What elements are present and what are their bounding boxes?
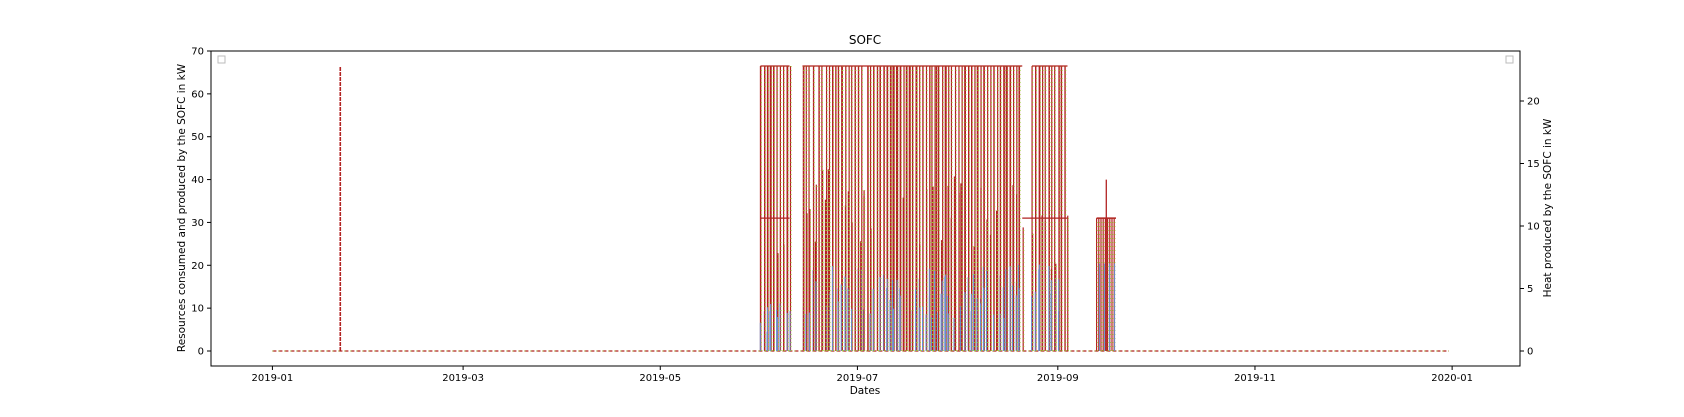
y-tick-label-left: 10 xyxy=(191,304,204,315)
x-tick-label: 2019-01 xyxy=(252,373,294,384)
data-marks xyxy=(272,65,1449,352)
y-tick-label-right: 0 xyxy=(1527,347,1533,358)
x-tick-label: 2019-05 xyxy=(639,373,681,384)
y-tick-label-right: 5 xyxy=(1527,284,1533,295)
y-tick-label-right: 10 xyxy=(1527,222,1540,233)
legend-box-right xyxy=(1505,55,1514,64)
y-tick-label-left: 0 xyxy=(198,347,204,358)
y-axis-title-left: Resources consumed and produced by the S… xyxy=(176,63,188,352)
y-tick-label-left: 40 xyxy=(191,175,204,186)
x-tick-label: 2019-03 xyxy=(442,373,484,384)
x-axis-title: Dates xyxy=(850,385,881,397)
y-axis-title-right: Heat produced by the SOFC in kW xyxy=(1542,118,1554,297)
y-tick-label-left: 70 xyxy=(191,47,204,58)
y-tick-label-left: 30 xyxy=(191,218,204,229)
y-tick-label-left: 50 xyxy=(191,132,204,143)
legend-box-left xyxy=(217,55,226,64)
x-tick-label: 2020-01 xyxy=(1431,373,1473,384)
x-tick-label: 2019-09 xyxy=(1037,373,1079,384)
x-tick-label: 2019-11 xyxy=(1234,373,1276,384)
plot-frame xyxy=(210,50,1521,367)
y-tick-label-left: 60 xyxy=(191,89,204,100)
y-tick-label-right: 15 xyxy=(1527,159,1540,170)
axis-ticks: 2019-01 2019-03 2019-05 2019-07 2019-09 2019-… xyxy=(191,47,1539,385)
chart-title: SOFC xyxy=(849,33,881,47)
x-tick-label: 2019-07 xyxy=(837,373,879,384)
y-tick-label-left: 20 xyxy=(191,261,204,272)
y-tick-label-right: 20 xyxy=(1527,97,1540,108)
